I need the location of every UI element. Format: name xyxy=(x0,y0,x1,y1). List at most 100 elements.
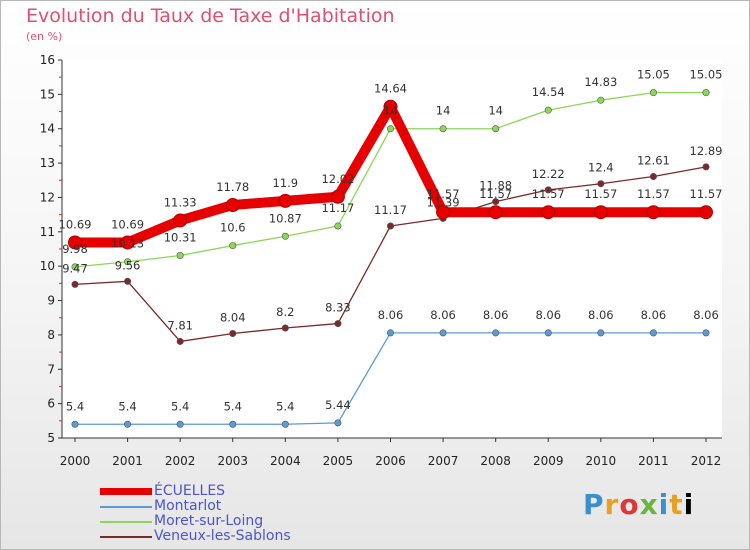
data-label-moret-sur-loing: 14 xyxy=(383,104,398,118)
data-label-moret-sur-loing: 14 xyxy=(436,104,451,118)
data-point-ecuelles xyxy=(120,235,135,250)
data-point-veneux-les-sablons xyxy=(71,280,79,288)
data-label-veneux-les-sablons: 9.56 xyxy=(115,258,141,272)
x-tick-label: 2011 xyxy=(638,454,669,468)
data-label-moret-sur-loing: 14.83 xyxy=(584,75,617,89)
data-label-veneux-les-sablons: 7.81 xyxy=(167,318,193,332)
legend-label-montarlot: Montarlot xyxy=(154,498,222,514)
data-point-moret-sur-loing xyxy=(71,263,79,271)
data-label-moret-sur-loing: 10.13 xyxy=(111,237,144,251)
data-point-montarlot xyxy=(544,329,552,337)
data-point-moret-sur-loing xyxy=(229,242,237,250)
x-tick-label: 2001 xyxy=(112,454,143,468)
data-point-moret-sur-loing xyxy=(281,232,289,240)
data-point-veneux-les-sablons xyxy=(544,186,552,194)
legend-label-ecuelles: ÉCUELLES xyxy=(154,483,226,499)
data-label-montarlot: 5.44 xyxy=(325,398,351,412)
data-point-moret-sur-loing xyxy=(544,106,552,114)
y-tick-label: 6 xyxy=(47,397,55,411)
legend-swatch-montarlot xyxy=(100,506,152,508)
data-point-montarlot xyxy=(702,329,710,337)
data-point-veneux-les-sablons xyxy=(334,320,342,328)
data-label-veneux-les-sablons: 12.4 xyxy=(588,161,614,175)
data-label-veneux-les-sablons: 8.04 xyxy=(220,311,246,325)
data-label-ecuelles: 12.02 xyxy=(321,172,354,186)
y-tick-label: 7 xyxy=(47,362,55,376)
data-label-montarlot: 8.06 xyxy=(641,308,667,322)
data-label-moret-sur-loing: 14.54 xyxy=(532,85,565,99)
chart-subtitle: (en %) xyxy=(26,30,63,43)
x-tick-label: 2000 xyxy=(60,454,91,468)
data-point-moret-sur-loing xyxy=(597,96,605,104)
data-label-veneux-les-sablons: 12.22 xyxy=(532,167,565,181)
data-label-moret-sur-loing: 15.05 xyxy=(690,68,723,82)
data-label-ecuelles: 11.57 xyxy=(690,187,723,201)
data-point-montarlot xyxy=(229,420,237,428)
data-label-montarlot: 5.4 xyxy=(171,399,189,413)
legend-label-veneux-les-sablons: Veneux-les-Sablons xyxy=(154,528,291,544)
data-label-ecuelles: 11.57 xyxy=(532,187,565,201)
data-point-ecuelles xyxy=(541,205,556,220)
data-point-veneux-les-sablons xyxy=(229,330,237,338)
y-tick-label: 10 xyxy=(40,259,55,273)
data-point-ecuelles xyxy=(173,213,188,228)
y-tick-label: 14 xyxy=(40,122,55,136)
data-point-veneux-les-sablons xyxy=(386,222,394,230)
data-label-veneux-les-sablons: 8.33 xyxy=(325,301,351,315)
data-point-montarlot xyxy=(386,329,394,337)
x-tick-label: 2012 xyxy=(691,454,722,468)
data-point-moret-sur-loing xyxy=(649,89,657,97)
data-label-montarlot: 8.06 xyxy=(693,308,719,322)
y-tick-label: 12 xyxy=(40,190,55,204)
data-point-montarlot xyxy=(124,420,132,428)
data-point-montarlot xyxy=(597,329,605,337)
data-point-veneux-les-sablons xyxy=(124,277,132,285)
data-point-montarlot xyxy=(334,419,342,427)
data-label-moret-sur-loing: 14 xyxy=(488,104,503,118)
chart-title: Evolution du Taux de Taxe d'Habitation xyxy=(26,5,395,27)
data-label-veneux-les-sablons: 11.88 xyxy=(479,179,512,193)
y-tick-label: 5 xyxy=(47,431,55,445)
data-label-montarlot: 8.06 xyxy=(378,308,404,322)
legend-label-moret-sur-loing: Moret-sur-Loing xyxy=(154,513,264,529)
data-point-veneux-les-sablons xyxy=(176,337,184,345)
data-label-ecuelles: 10.69 xyxy=(59,217,92,231)
y-tick-label: 11 xyxy=(40,225,55,239)
data-point-ecuelles xyxy=(383,99,398,114)
data-label-montarlot: 8.06 xyxy=(483,308,509,322)
data-point-montarlot xyxy=(439,329,447,337)
data-point-montarlot xyxy=(281,420,289,428)
data-point-montarlot xyxy=(176,420,184,428)
data-label-montarlot: 8.06 xyxy=(588,308,614,322)
x-tick-label: 2002 xyxy=(165,454,196,468)
data-point-ecuelles xyxy=(646,205,661,220)
data-label-montarlot: 5.4 xyxy=(276,399,294,413)
data-label-ecuelles: 11.57 xyxy=(427,187,460,201)
data-point-ecuelles xyxy=(699,205,713,220)
legend-swatch-veneux-les-sablons xyxy=(100,536,152,538)
y-tick-label: 16 xyxy=(40,53,55,67)
x-tick-label: 2009 xyxy=(533,454,564,468)
data-point-moret-sur-loing xyxy=(702,89,710,97)
data-label-veneux-les-sablons: 11.17 xyxy=(374,203,407,217)
data-point-moret-sur-loing xyxy=(386,125,394,133)
x-tick-label: 2004 xyxy=(270,454,301,468)
data-label-moret-sur-loing: 10.31 xyxy=(164,231,197,245)
data-point-montarlot xyxy=(649,329,657,337)
data-point-ecuelles xyxy=(225,198,240,213)
data-label-ecuelles: 11.78 xyxy=(216,180,249,194)
x-tick-label: 2005 xyxy=(323,454,354,468)
data-label-montarlot: 5.4 xyxy=(66,399,84,413)
data-label-moret-sur-loing: 11.17 xyxy=(321,201,354,215)
y-tick-label: 9 xyxy=(47,294,55,308)
data-label-veneux-les-sablons: 8.2 xyxy=(276,305,294,319)
data-point-moret-sur-loing xyxy=(439,125,447,133)
data-point-veneux-les-sablons xyxy=(597,180,605,188)
y-tick-label: 8 xyxy=(47,328,55,342)
data-point-montarlot xyxy=(492,329,500,337)
data-label-ecuelles: 11.57 xyxy=(584,187,617,201)
proxiti-logo: Proxiti xyxy=(583,488,695,521)
data-point-moret-sur-loing xyxy=(176,252,184,260)
data-label-veneux-les-sablons: 11.39 xyxy=(427,195,460,209)
